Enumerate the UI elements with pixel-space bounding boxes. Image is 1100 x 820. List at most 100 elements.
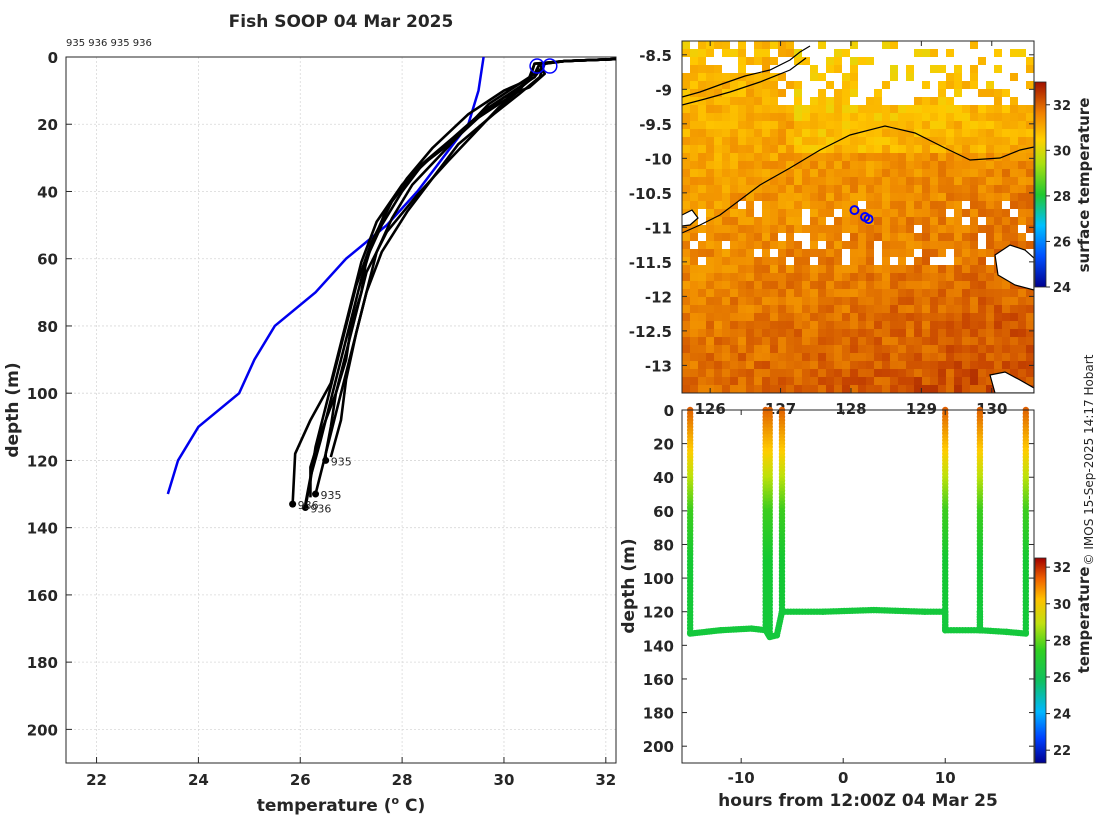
sst-cell (746, 369, 754, 377)
sst-cell (874, 209, 882, 217)
sst-cell (962, 209, 970, 217)
sst-cell (850, 65, 858, 73)
sst-cell (802, 249, 810, 257)
sst-cell (898, 257, 906, 265)
sst-cell (818, 289, 826, 297)
sst-cell (682, 169, 690, 177)
sst-cell (866, 57, 874, 65)
sst-cell (914, 329, 922, 337)
sst-cell (874, 89, 882, 97)
sst-cell (946, 377, 954, 385)
profile-end-label: 935 (321, 489, 342, 502)
sst-cell (722, 201, 730, 209)
sst-cell (706, 81, 714, 89)
sst-cell (994, 185, 1002, 193)
sst-cell (722, 377, 730, 385)
sst-cell (994, 273, 1002, 281)
td-y-tick-label: 140 (643, 637, 674, 655)
sst-cell (874, 385, 882, 393)
surface-marker (529, 58, 545, 74)
sst-cell (882, 305, 890, 313)
sst-cell (1002, 153, 1010, 161)
sst-cell (714, 369, 722, 377)
sst-cell (754, 329, 762, 337)
sst-cell (738, 233, 746, 241)
sst-cell (682, 105, 690, 113)
sst-cell (690, 353, 698, 361)
sst-cell (842, 169, 850, 177)
sst-cell (682, 225, 690, 233)
sst-cell (762, 265, 770, 273)
sst-cell (994, 337, 1002, 345)
sst-cell (706, 177, 714, 185)
map-x-tick-label: 130 (976, 400, 1007, 418)
sst-cell (954, 361, 962, 369)
sst-cell (714, 105, 722, 113)
sst-cell (698, 273, 706, 281)
sst-cell (1018, 289, 1026, 297)
sst-cell (914, 281, 922, 289)
sst-cell (786, 169, 794, 177)
sst-cell (930, 353, 938, 361)
sst-cell (890, 369, 898, 377)
sst-cell (1018, 241, 1026, 249)
sst-cell (954, 257, 962, 265)
sst-cell (754, 129, 762, 137)
sst-cell (890, 313, 898, 321)
sst-cell (818, 257, 826, 265)
sst-cell (946, 105, 954, 113)
sst-cell (1010, 313, 1018, 321)
sst-cell (874, 145, 882, 153)
sst-cell (762, 73, 770, 81)
sst-cell (858, 305, 866, 313)
sst-cell (706, 89, 714, 97)
sst-cell (930, 297, 938, 305)
sst-cell (890, 281, 898, 289)
sst-cell (730, 345, 738, 353)
sst-cell (754, 289, 762, 297)
map-y-tick-label: -12 (645, 288, 672, 306)
sst-cell (682, 257, 690, 265)
sst-cell (930, 289, 938, 297)
sst-cell (778, 73, 786, 81)
sst-cell (962, 345, 970, 353)
sst-cell (826, 65, 834, 73)
sst-cell (810, 217, 818, 225)
sst-cell (1002, 321, 1010, 329)
sst-cell (890, 225, 898, 233)
sst-cell (890, 209, 898, 217)
sst-cell (986, 89, 994, 97)
sst-cell (922, 169, 930, 177)
time-depth-trace (686, 406, 1030, 641)
sst-cell (810, 329, 818, 337)
sst-cell (706, 129, 714, 137)
sst-cell (826, 57, 834, 65)
sst-cell (762, 361, 770, 369)
sst-cell (970, 217, 978, 225)
sst-cell (786, 225, 794, 233)
sst-cell (922, 209, 930, 217)
sst-cell (794, 145, 802, 153)
sst-cell (994, 209, 1002, 217)
sst-cbar-tick-label: 28 (1053, 190, 1071, 205)
sst-cell (834, 353, 842, 361)
sst-cell (794, 353, 802, 361)
sst-cell (810, 73, 818, 81)
x-tick-label: 28 (392, 771, 413, 789)
sst-cell (778, 321, 786, 329)
sst-cell (850, 313, 858, 321)
sst-cell (810, 225, 818, 233)
sst-cell (994, 313, 1002, 321)
sst-cell (882, 369, 890, 377)
sst-cell (722, 73, 730, 81)
sst-cell (786, 201, 794, 209)
sst-cell (866, 233, 874, 241)
sst-cell (850, 73, 858, 81)
sst-cell (890, 177, 898, 185)
sst-cell (698, 369, 706, 377)
sst-cell (746, 129, 754, 137)
sst-cell (794, 217, 802, 225)
sst-cell (906, 241, 914, 249)
sst-cell (762, 289, 770, 297)
sst-cell (1018, 177, 1026, 185)
